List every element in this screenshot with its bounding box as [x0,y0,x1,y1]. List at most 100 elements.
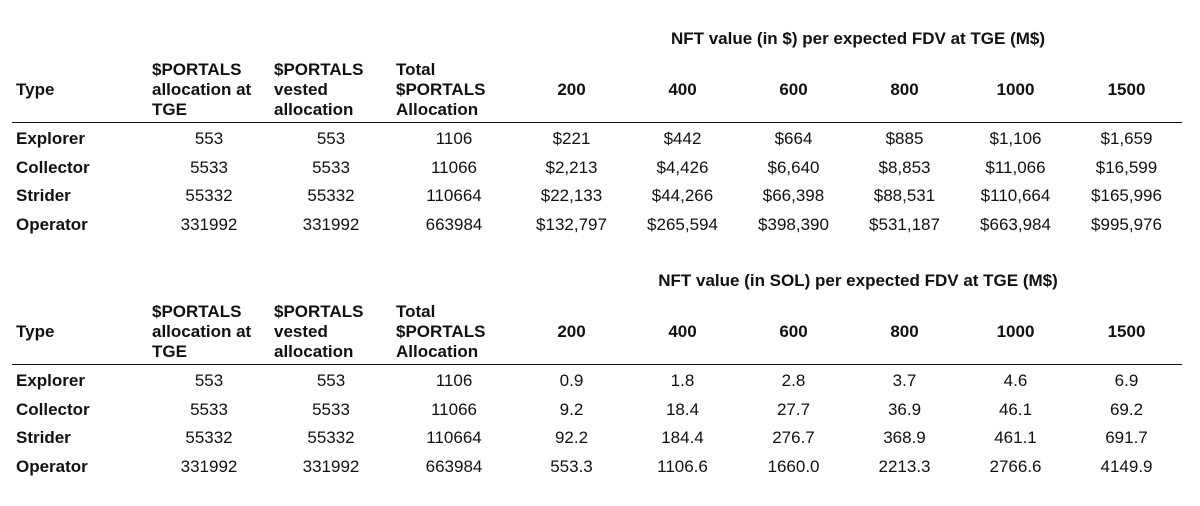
header-fdv: 400 [627,300,738,365]
header-row: Type $PORTALS allocation at TGE $PORTALS ve… [12,58,1182,123]
allocation-cell: 5533 [190,399,228,419]
sol-value-table: Type $PORTALS allocation at TGE $PORTALS ve… [12,300,1182,481]
usd-value-table: Type $PORTALS allocation at TGE $PORTALS ve… [12,58,1182,239]
header-fdv: 1500 [1071,58,1182,123]
table-row: Strider 55332 55332 110664 $22,133 $44,266 $66… [12,182,1182,211]
value-cell: $1,659 [1100,129,1153,149]
header-total-allocation: Total $PORTALS Allocation [392,58,516,123]
total-cell: 11066 [430,399,477,419]
value-cell: $8,853 [878,157,931,177]
total-cell: 1106 [435,129,473,149]
vested-cell: 331992 [302,456,360,476]
row-type-label: Collector [16,399,90,419]
header-allocation-at-tge: $PORTALS allocation at TGE [148,58,270,123]
value-cell: 2766.6 [989,456,1042,476]
table-row: Collector 5533 5533 11066 $2,213 $4,426 $6,640… [12,154,1182,183]
value-cell: 6.9 [1114,371,1139,391]
value-cell: 92.2 [554,428,589,448]
value-cell: $664 [774,129,813,149]
value-cell: $11,066 [985,157,1046,177]
row-type-label: Operator [16,456,88,476]
value-cell: $531,187 [869,214,940,234]
row-type-label: Strider [16,428,71,448]
row-type-label: Explorer [16,371,85,391]
header-fdv: 1000 [960,300,1071,365]
header-fdv: 200 [516,300,627,365]
value-cell: 2213.3 [878,456,931,476]
header-type: Type [12,300,148,365]
value-cell: $442 [663,129,702,149]
value-cell: $132,797 [536,214,607,234]
table-row: Operator 331992 331992 663984 $132,797 $265,5… [12,211,1182,240]
table-row: Strider 55332 55332 110664 92.2 184.4 276.7 368… [12,424,1182,453]
value-cell: 553.3 [550,456,593,476]
value-cell: $885 [885,129,924,149]
value-cell: $663,984 [980,214,1051,234]
value-cell: $398,390 [758,214,829,234]
value-cell: 9.2 [559,399,584,419]
value-cell: $16,599 [1095,157,1158,177]
allocation-cell: 553 [194,371,224,391]
value-cell: 4149.9 [1100,456,1153,476]
value-cell: $4,426 [656,157,709,177]
total-cell: 11066 [430,157,477,177]
header-vested-allocation: $PORTALS vested allocation [270,300,392,365]
value-cell: 691.7 [1105,428,1148,448]
table-row: Explorer 553 553 1106 0.9 1.8 2.8 3.7 4.6 6.9 [12,365,1182,396]
allocation-cell: 331992 [180,214,238,234]
value-cell: $44,266 [651,186,714,206]
vested-cell: 553 [316,129,346,149]
allocation-cell: 553 [194,129,224,149]
header-total-allocation: Total $PORTALS Allocation [392,300,516,365]
header-vested-allocation: $PORTALS vested allocation [270,58,392,123]
header-fdv: 1500 [1071,300,1182,365]
value-cell: $265,594 [647,214,718,234]
value-cell: 4.6 [1003,371,1028,391]
value-cell: $110,664 [980,186,1051,206]
value-cell: 276.7 [772,428,815,448]
vested-cell: 553 [316,371,346,391]
value-cell: 46.1 [998,399,1033,419]
value-cell: 368.9 [883,428,926,448]
vested-cell: 331992 [302,214,360,234]
value-cell: 1.8 [670,371,695,391]
total-cell: 1106 [435,371,473,391]
value-cell: $995,976 [1091,214,1162,234]
value-cell: 2.8 [781,371,806,391]
total-cell: 663984 [425,214,483,234]
value-cell: $66,398 [762,186,825,206]
total-cell: 663984 [425,456,483,476]
value-cell: 1106.6 [657,456,708,476]
value-cell: $2,213 [545,157,598,177]
value-cell: $1,106 [989,129,1042,149]
value-cell: 0.9 [559,371,584,391]
allocation-cell: 55332 [185,186,233,206]
value-cell: $221 [552,129,591,149]
vested-cell: 5533 [312,157,350,177]
value-cell: $165,996 [1091,186,1162,206]
sol-table-title: NFT value (in SOL) per expected FDV at T… [658,271,1058,290]
value-cell: 3.7 [892,371,917,391]
vested-cell: 55332 [307,186,355,206]
header-row: Type $PORTALS allocation at TGE $PORTALS ve… [12,300,1182,365]
header-fdv: 400 [627,58,738,123]
value-cell: $22,133 [540,186,603,206]
value-cell: 36.9 [887,399,922,419]
allocation-cell: 55332 [185,428,233,448]
header-fdv: 800 [849,300,960,365]
header-fdv: 600 [738,300,849,365]
usd-table-title: NFT value (in $) per expected FDV at TGE… [670,29,1046,48]
row-type-label: Explorer [16,129,85,149]
value-cell: 1660.0 [767,456,820,476]
value-cell: $6,640 [767,157,820,177]
total-cell: 110664 [426,428,482,448]
value-cell: 18.4 [665,399,700,419]
table-row: Operator 331992 331992 663984 553.3 1106.6 166… [12,453,1182,482]
header-fdv: 800 [849,58,960,123]
header-fdv: 1000 [960,58,1071,123]
value-cell: 461.1 [994,428,1037,448]
header-allocation-at-tge: $PORTALS allocation at TGE [148,300,270,365]
table-row: Explorer 553 553 1106 $221 $442 $664 $885 $1,106… [12,123,1182,154]
total-cell: 110664 [426,186,482,206]
